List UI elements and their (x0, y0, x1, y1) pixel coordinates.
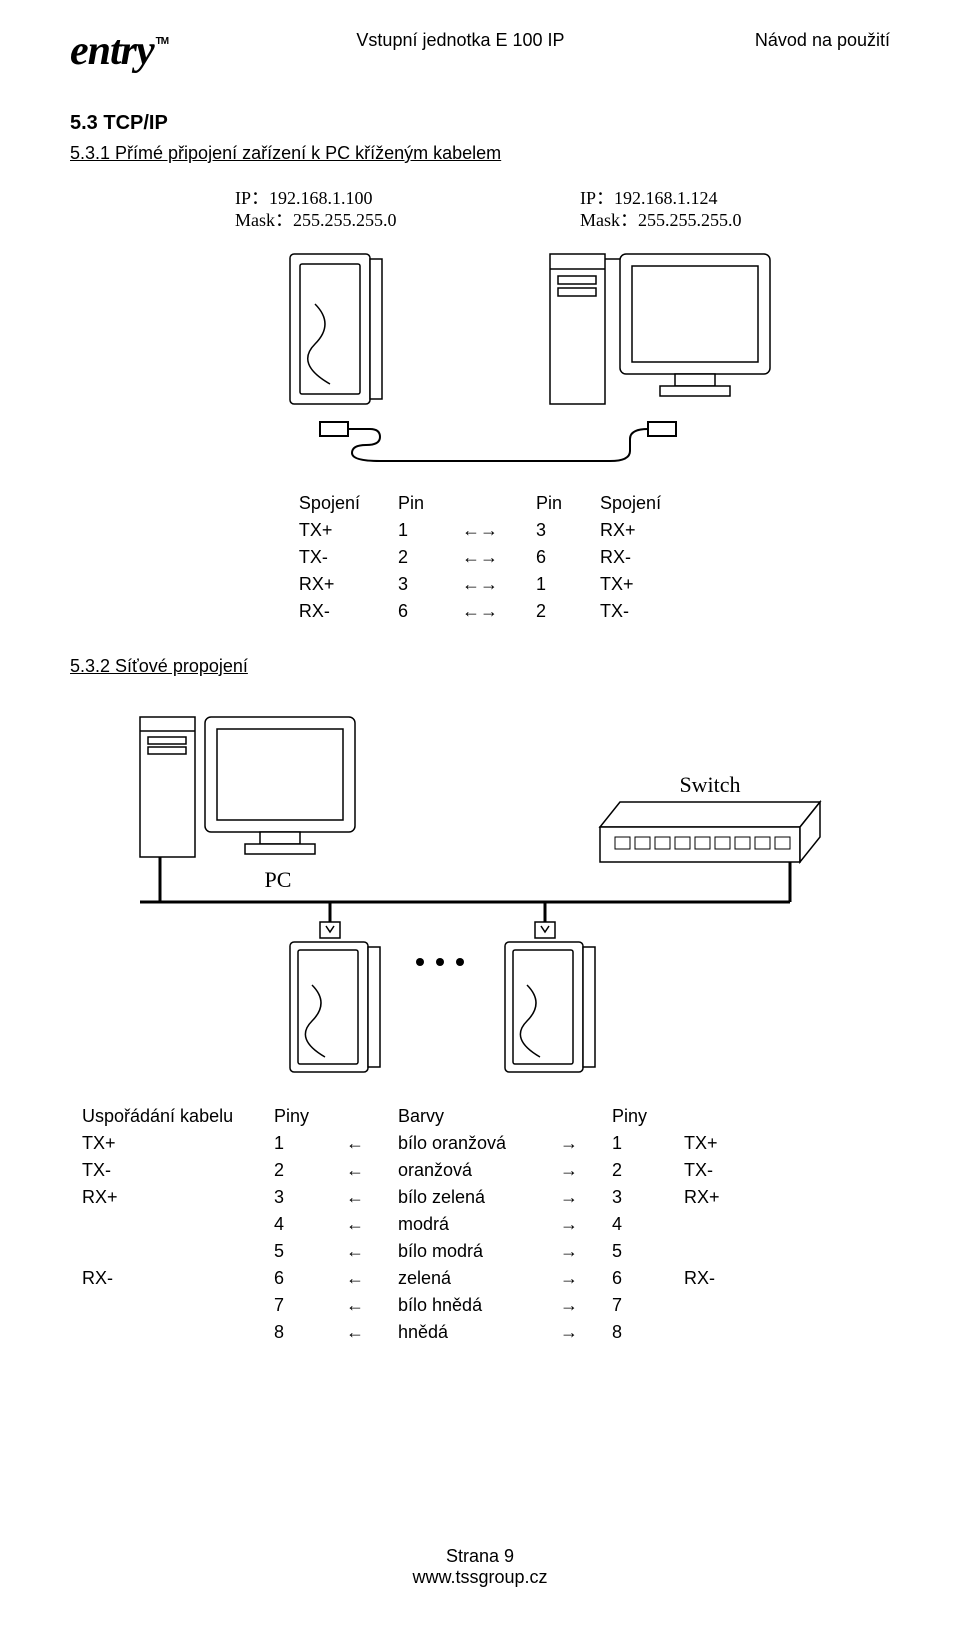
table-row: RX+ 3 ←→ 1 TX+ (281, 572, 679, 597)
table-row: RX+3←bílo zelená→3RX+ (72, 1185, 730, 1210)
pc-label: PC (265, 867, 292, 892)
switch-icon (600, 802, 820, 862)
table-row: RX- 6 ←→ 2 TX- (281, 599, 679, 624)
table-row: 7←bílo hnědá→7 (72, 1293, 730, 1318)
cable-color-table: Uspořádání kabelu Piny Barvy Piny TX+1←b… (70, 1102, 732, 1347)
diagram-network-connection: PC Switch (70, 697, 890, 1082)
header-title-center: Vstupní jednotka E 100 IP (166, 30, 755, 51)
diagram-direct-connection: IP：192.168.1.100 Mask：255.255.255.0 IP：1… (70, 184, 890, 469)
reader-device-icon (290, 254, 382, 404)
heading-5-3: 5.3 TCP/IP (70, 112, 890, 135)
table-row: RX-6←zelená→6RX- (72, 1266, 730, 1291)
page-header: entryTM Vstupní jednotka E 100 IP Návod … (70, 30, 890, 72)
header-title-right: Návod na použití (755, 30, 890, 51)
reader-device-icon (505, 942, 595, 1072)
table-row: TX+ 1 ←→ 3 RX+ (281, 518, 679, 543)
table-row: 8←hnědá→8 (72, 1320, 730, 1345)
ip1-label: IP：192.168.1.100 (235, 188, 373, 208)
mask2-label: Mask：255.255.255.0 (580, 210, 742, 230)
diagram2-svg: PC Switch (100, 697, 860, 1077)
network-cable-icon (140, 857, 790, 938)
table-row: 5←bílo modrá→5 (72, 1239, 730, 1264)
table-header-row: Uspořádání kabelu Piny Barvy Piny (72, 1104, 730, 1129)
heading-5-3-1: 5.3.1 Přímé připojení zařízení k PC kříž… (70, 143, 890, 164)
page: entryTM Vstupní jednotka E 100 IP Návod … (0, 0, 960, 1628)
table-row: 4←modrá→4 (72, 1212, 730, 1237)
table-row: TX- 2 ←→ 6 RX- (281, 545, 679, 570)
ip2-label: IP：192.168.1.124 (580, 188, 718, 208)
footer-url: www.tssgroup.cz (0, 1567, 960, 1588)
table-row: TX+1←bílo oranžová→1TX+ (72, 1131, 730, 1156)
diagram1-svg: IP：192.168.1.100 Mask：255.255.255.0 IP：1… (120, 184, 840, 464)
cable-icon (320, 422, 676, 461)
logo: entryTM (70, 30, 166, 72)
col-header: Spojení (281, 491, 378, 516)
pc-icon (550, 254, 770, 404)
table-row: TX-2←oranžová→2TX- (72, 1158, 730, 1183)
col-header: Pin (518, 491, 580, 516)
ellipsis-icon (416, 958, 464, 966)
mask1-label: Mask：255.255.255.0 (235, 210, 397, 230)
footer-page-number: Strana 9 (0, 1546, 960, 1567)
pc-icon (140, 717, 355, 857)
logo-text: entry (70, 28, 154, 74)
col-header: Pin (380, 491, 442, 516)
col-header: Spojení (582, 491, 679, 516)
switch-label: Switch (679, 772, 740, 797)
pin-crossover-table: Spojení Pin Pin Spojení TX+ 1 ←→ 3 RX+ T… (279, 489, 681, 626)
logo-tm: TM (156, 36, 168, 47)
page-footer: Strana 9 www.tssgroup.cz (0, 1546, 960, 1588)
heading-5-3-2: 5.3.2 Síťové propojení (70, 656, 890, 677)
reader-device-icon (290, 942, 380, 1072)
table-header-row: Spojení Pin Pin Spojení (281, 491, 679, 516)
